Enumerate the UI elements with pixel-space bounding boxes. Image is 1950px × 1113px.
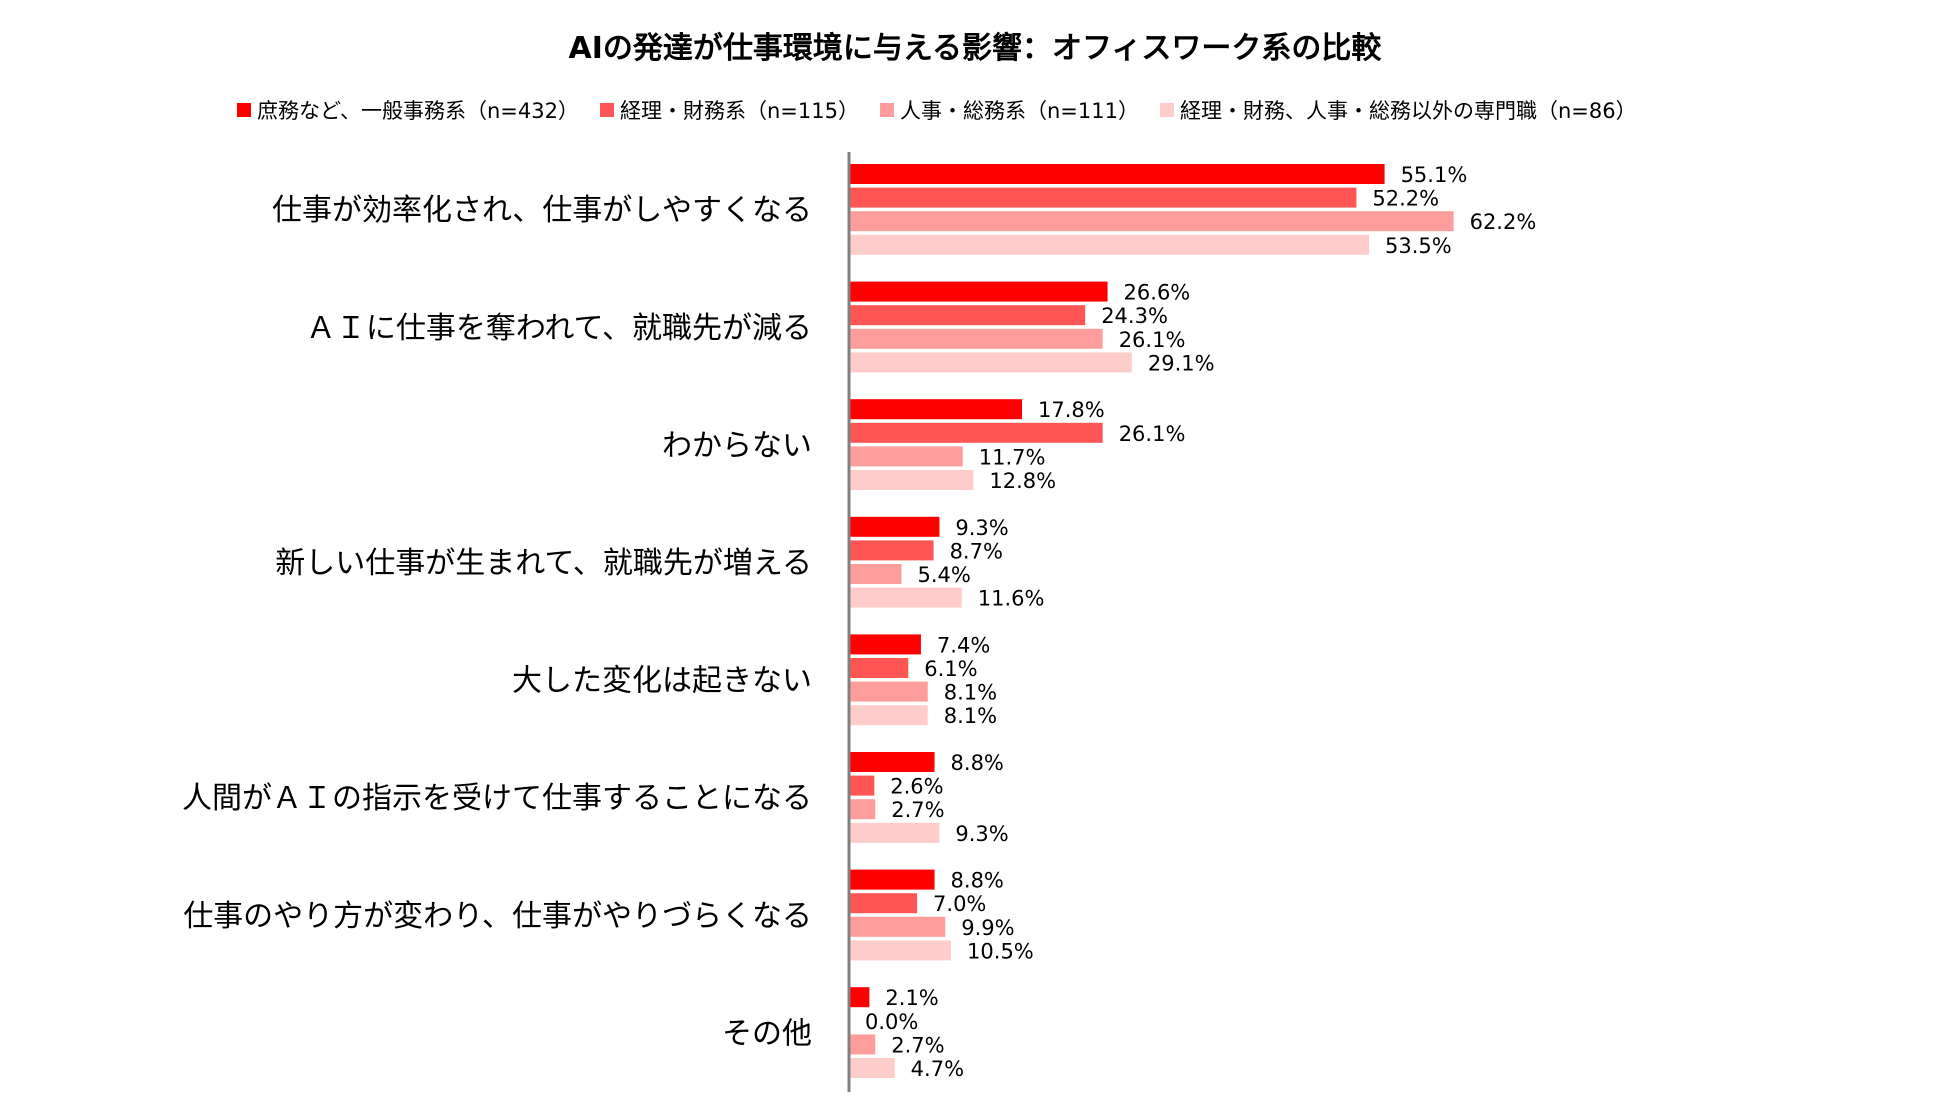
data-label: 2.7%	[891, 1033, 944, 1057]
bar	[849, 305, 1086, 326]
bar	[849, 211, 1454, 232]
data-label: 7.0%	[933, 892, 986, 916]
bar	[849, 634, 921, 655]
bar	[849, 893, 918, 914]
category-labels: 仕事が効率化され、仕事がしやすくなる ＡＩに仕事を奪われて、就職先が減るわからない…	[182, 193, 812, 1051]
legend-entry: 人事・総務系（n=111）	[900, 99, 1139, 123]
data-label: 11.6%	[978, 587, 1045, 611]
plot-area: 55.1%52.2%62.2%53.5%26.6%24.3%26.1%29.1%…	[849, 163, 1536, 1081]
chart-title: AIの発達が仕事環境に与える影響：オフィスワーク系の比較	[569, 31, 1383, 66]
legend: 庶務など、一般事務系（n=432） 経理・財務系（n=115） 人事・総務系（n=1…	[237, 99, 1637, 123]
data-label: 11.7%	[979, 445, 1046, 469]
bar	[849, 775, 875, 796]
bar	[849, 1034, 876, 1055]
bar	[849, 1058, 895, 1078]
bar	[849, 987, 870, 1008]
bar	[849, 281, 1108, 302]
data-label: 7.4%	[937, 633, 990, 657]
bar	[849, 799, 876, 820]
data-label: 24.3%	[1101, 304, 1168, 328]
data-label: 26.6%	[1124, 281, 1191, 305]
bar	[849, 328, 1103, 349]
data-label: 8.1%	[944, 704, 997, 728]
data-label: 8.8%	[951, 869, 1004, 893]
data-label: 26.1%	[1119, 422, 1186, 446]
legend-entry: 庶務など、一般事務系（n=432）	[257, 99, 579, 123]
data-label: 9.9%	[961, 916, 1014, 940]
bar	[849, 187, 1357, 208]
data-label: 9.3%	[955, 516, 1008, 540]
data-label: 52.2%	[1372, 187, 1439, 211]
data-label: 4.7%	[911, 1057, 964, 1081]
bar	[849, 516, 940, 537]
legend-swatch	[880, 103, 894, 117]
data-label: 6.1%	[924, 657, 977, 681]
bar	[849, 869, 935, 890]
legend-swatch	[1160, 103, 1174, 117]
data-label: 26.1%	[1119, 328, 1186, 352]
data-label: 12.8%	[989, 469, 1056, 493]
data-label: 9.3%	[955, 822, 1008, 846]
category-label: わからない	[662, 428, 812, 463]
bar	[849, 752, 935, 772]
bar	[849, 470, 974, 490]
data-label: 5.4%	[917, 563, 970, 587]
data-label: 8.8%	[951, 751, 1004, 775]
bar	[849, 658, 909, 678]
data-label: 2.7%	[891, 798, 944, 822]
category-label: ＡＩに仕事を奪われて、就職先が減る	[306, 311, 812, 346]
data-label: 8.7%	[950, 539, 1003, 563]
data-label: 55.1%	[1401, 163, 1468, 187]
data-label: 62.2%	[1470, 210, 1537, 234]
category-label: その他	[722, 1016, 812, 1051]
legend-entry: 経理・財務、人事・総務以外の専門職（n=86）	[1180, 99, 1637, 123]
bar	[849, 916, 946, 937]
data-label: 0.0%	[865, 1010, 918, 1034]
bar	[849, 705, 928, 726]
category-label: 大した変化は起きない	[512, 664, 812, 699]
data-label: 17.8%	[1038, 398, 1105, 422]
data-label: 53.5%	[1385, 234, 1452, 258]
data-label: 10.5%	[967, 939, 1034, 963]
legend-entry: 経理・財務系（n=115）	[620, 99, 859, 123]
bar	[849, 234, 1370, 255]
bar	[849, 822, 940, 843]
bar	[849, 399, 1023, 420]
data-label: 29.1%	[1148, 351, 1215, 375]
bar	[849, 446, 963, 467]
bar	[849, 164, 1385, 184]
bar	[849, 352, 1132, 373]
bar	[849, 587, 962, 608]
bar	[849, 940, 952, 961]
bar	[849, 564, 902, 584]
data-label: 8.1%	[944, 681, 997, 705]
data-label: 2.1%	[885, 986, 938, 1010]
bar	[849, 681, 928, 702]
bar	[849, 422, 1103, 443]
category-label: 人間がＡＩの指示を受けて仕事することになる	[182, 781, 812, 816]
bar	[849, 540, 934, 561]
legend-swatch	[237, 103, 251, 117]
category-label: 新しい仕事が生まれて、就職先が増える	[275, 546, 812, 581]
data-label: 2.6%	[890, 775, 943, 799]
category-label: 仕事のやり方が変わり、仕事がやりづらくなる	[183, 899, 812, 934]
category-label: 仕事が効率化され、仕事がしやすくなる	[272, 193, 812, 228]
legend-swatch	[600, 103, 614, 117]
